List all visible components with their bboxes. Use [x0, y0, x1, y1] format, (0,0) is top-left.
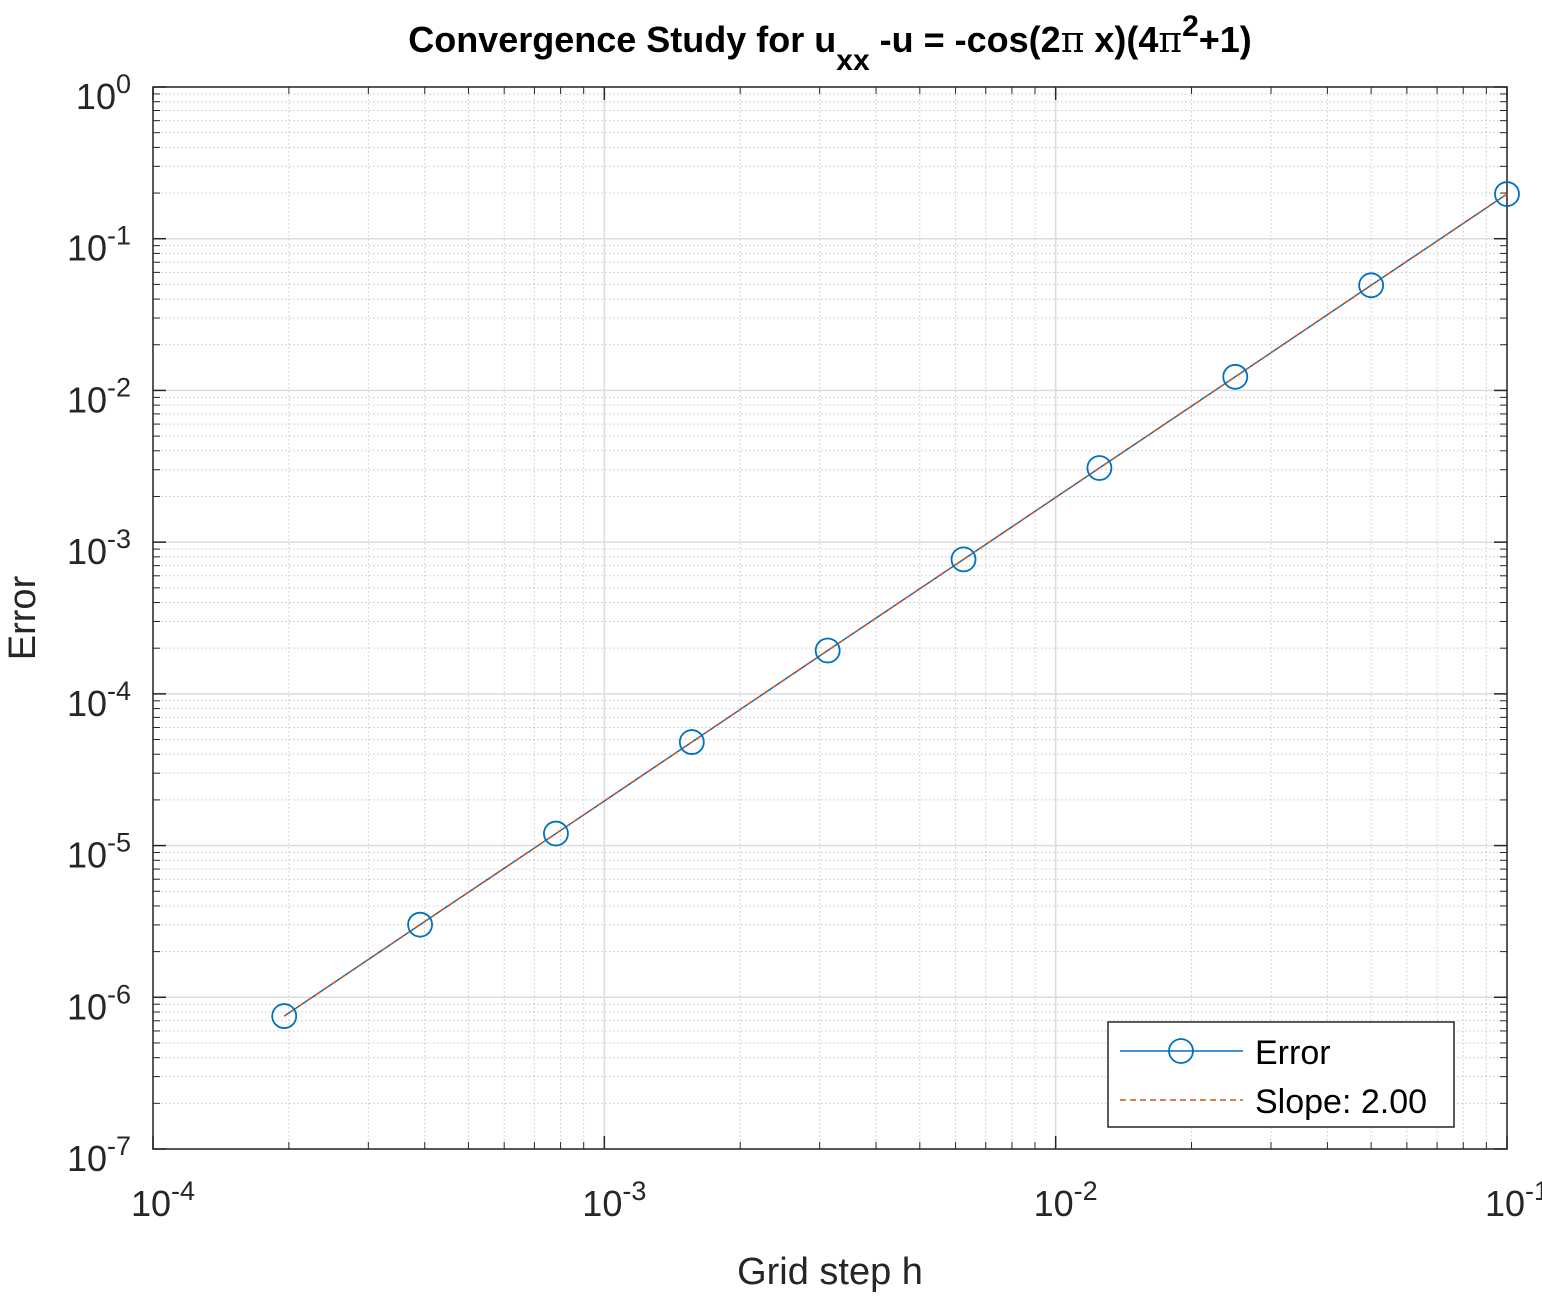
- data-point-marker: [1494, 181, 1520, 207]
- legend-slope-label: Slope: 2.00: [1255, 1083, 1427, 1121]
- y-tick-label: 10-6: [67, 979, 131, 1027]
- x-tick-label: 10-4: [131, 1176, 195, 1224]
- y-tick-label: 10-2: [67, 372, 131, 420]
- legend-error-label: Error: [1255, 1034, 1331, 1072]
- axes-box: [152, 86, 1508, 1150]
- x-tick-labels: 10-4 10-3 10-2 10-1: [131, 1176, 1542, 1224]
- y-tick-label: 10-7: [67, 1131, 131, 1179]
- data-point-marker: [950, 546, 977, 573]
- y-tick-label: 10-3: [67, 524, 131, 572]
- y-tick-label: 10-5: [67, 828, 131, 876]
- x-axis-label: Grid step h: [737, 1251, 923, 1293]
- x-tick-label: 10-3: [582, 1176, 646, 1224]
- data-point-marker: [407, 911, 433, 938]
- legend-error-marker: [1168, 1038, 1194, 1064]
- x-tick-label: 10-2: [1034, 1176, 1098, 1224]
- data-point-marker: [1086, 455, 1113, 481]
- series-layer: [271, 181, 1520, 1029]
- data-point-marker: [271, 1003, 298, 1029]
- legend: Error Slope: 2.00: [1107, 1021, 1455, 1128]
- data-point-marker: [678, 729, 705, 755]
- legend-box: [1107, 1021, 1455, 1128]
- chart-title: Convergence Study for uxx -u = -cos(2π x…: [408, 10, 1252, 77]
- data-point-marker: [543, 820, 569, 847]
- data-point-marker: [814, 637, 841, 664]
- y-tick-label: 100: [76, 69, 131, 117]
- y-tick-labels: 10-7 10-6 10-5 10-4 10-3 10-2 10-1 100: [67, 69, 131, 1179]
- minor-grid: [153, 87, 1507, 1149]
- y-tick-label: 10-1: [67, 221, 131, 269]
- axis-ticks: [152, 86, 1508, 1150]
- y-tick-label: 10-4: [67, 676, 131, 724]
- x-tick-label: 10-1: [1485, 1176, 1542, 1224]
- plot-area: [153, 87, 1507, 1149]
- data-point-marker: [1358, 272, 1385, 299]
- series-line-1: [283, 193, 1508, 1017]
- y-axis-label: Error: [2, 575, 44, 660]
- data-point-marker: [1222, 363, 1249, 390]
